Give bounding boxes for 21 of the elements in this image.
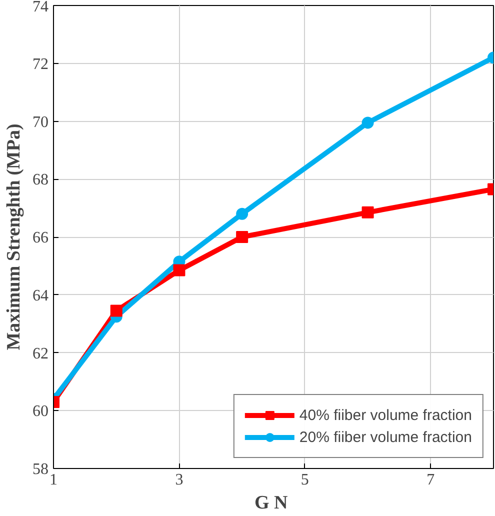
- y-tick-label: 72: [32, 56, 48, 73]
- x-tick-label: 7: [426, 472, 435, 488]
- x-axis-title: G N: [254, 492, 288, 514]
- y-tick-label: 66: [32, 230, 48, 246]
- y-tick-label: 68: [32, 172, 48, 189]
- y-tick-label: 74: [32, 0, 48, 16]
- point: [236, 231, 248, 243]
- legend-label: 20% fiiber volume fraction: [299, 428, 472, 446]
- x-tick-label: 5: [300, 472, 309, 488]
- y-tick-label: 70: [32, 114, 48, 131]
- x-tick-label: 3: [175, 472, 184, 488]
- x-tick-label: 1: [50, 472, 58, 488]
- point: [173, 264, 186, 276]
- y-tick-label: 62: [32, 345, 48, 362]
- y-tick-label: 64: [32, 287, 48, 304]
- legend-label: 40% fiiber volume fraction: [299, 406, 472, 424]
- point: [110, 304, 122, 317]
- point: [236, 208, 248, 220]
- y-tick-label: 58: [32, 461, 48, 478]
- y-axis-title: Maximum Strenghth (MPa): [4, 124, 24, 350]
- y-tick-label: 60: [32, 403, 48, 420]
